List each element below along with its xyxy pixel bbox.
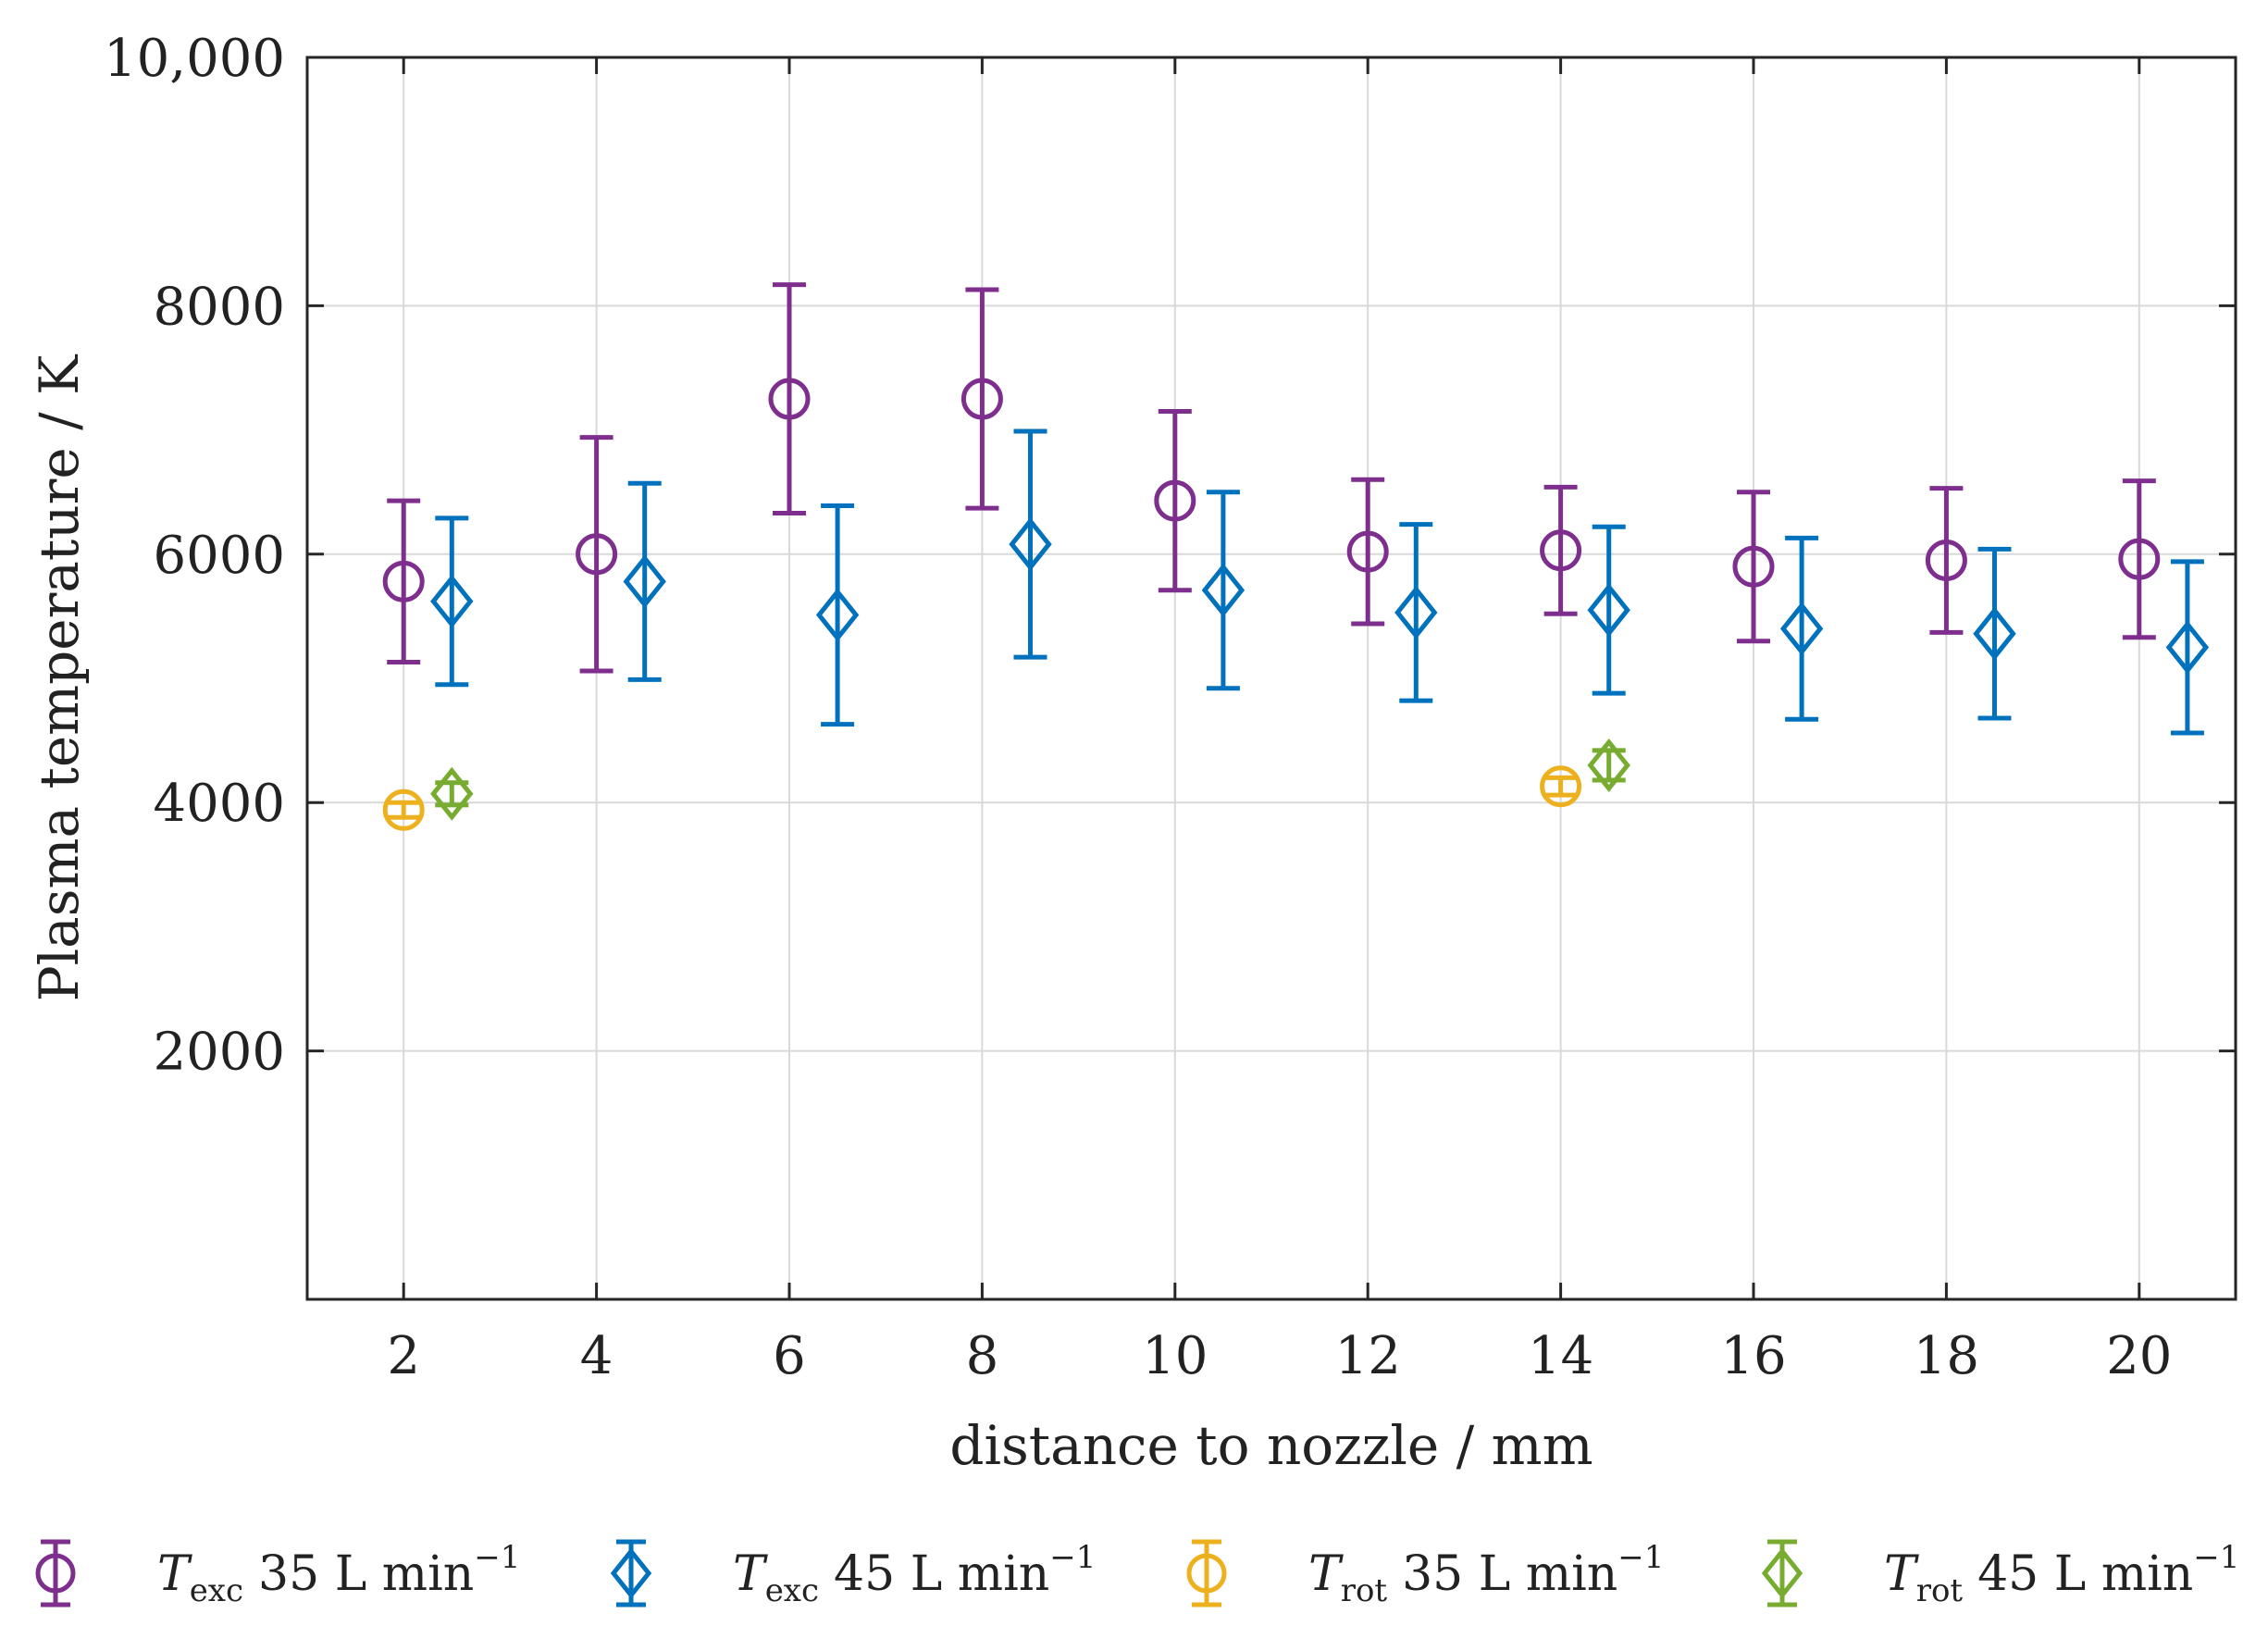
data-point bbox=[430, 766, 474, 821]
y-tick-label: 6000 bbox=[153, 526, 285, 586]
legend-label: Trot 35 L min−1 bbox=[1308, 1539, 1664, 1609]
legend-marker bbox=[610, 1547, 652, 1599]
data-point bbox=[1009, 517, 1052, 572]
legend-marker bbox=[1186, 1553, 1227, 1594]
data-point bbox=[1540, 765, 1582, 808]
data-point bbox=[1587, 738, 1630, 792]
legend-item-3: Trot 45 L min−1 bbox=[1761, 1539, 2239, 1609]
data-point bbox=[1394, 585, 1438, 639]
data-point bbox=[1587, 583, 1630, 638]
y-tick-labels: 2000 4000 6000 8000 10,000 bbox=[104, 29, 285, 1083]
legend-marker bbox=[1761, 1547, 1803, 1599]
x-tick-label: 12 bbox=[1335, 1326, 1401, 1386]
plot-area-frame bbox=[305, 56, 2237, 1301]
legend-marker bbox=[35, 1553, 76, 1594]
data-markers bbox=[382, 282, 2210, 831]
series-1 bbox=[430, 428, 2210, 736]
data-point bbox=[430, 574, 474, 628]
data-point bbox=[960, 378, 1003, 420]
y-tick-label: 8000 bbox=[153, 277, 285, 337]
data-point bbox=[382, 788, 425, 831]
legend-label: Trot 45 L min−1 bbox=[1884, 1539, 2239, 1609]
x-tick-label: 4 bbox=[580, 1326, 613, 1386]
data-point bbox=[1540, 529, 1582, 572]
data-point bbox=[768, 378, 811, 420]
series-2 bbox=[382, 765, 1582, 831]
legend-label: Texc 35 L min−1 bbox=[157, 1539, 520, 1609]
x-tick-label: 20 bbox=[2106, 1326, 2172, 1386]
x-tick-label: 18 bbox=[1914, 1326, 1979, 1386]
legend-item-2: Trot 35 L min−1 bbox=[1186, 1539, 1664, 1609]
data-point bbox=[2118, 538, 2161, 580]
data-point bbox=[1925, 540, 1967, 582]
data-point bbox=[1973, 606, 2016, 661]
series-3 bbox=[430, 738, 1630, 821]
legend-item-1: Texc 45 L min−1 bbox=[610, 1539, 1096, 1609]
series-0 bbox=[382, 282, 2161, 674]
x-tick-labels: 2 4 6 8 10 12 14 16 18 20 bbox=[387, 1326, 2172, 1386]
legend: Texc 35 L min−1 Texc 45 L min−1 Trot 35 L min… bbox=[35, 1539, 2239, 1609]
legend-item-0: Texc 35 L min−1 bbox=[35, 1539, 520, 1609]
x-tick-label: 2 bbox=[387, 1326, 420, 1386]
data-point bbox=[576, 533, 618, 576]
data-point bbox=[1779, 602, 1824, 656]
data-point bbox=[1154, 479, 1196, 522]
data-point bbox=[382, 560, 425, 602]
x-tick-label: 14 bbox=[1528, 1326, 1593, 1386]
grid bbox=[307, 56, 2236, 1299]
legend-label: Texc 45 L min−1 bbox=[733, 1539, 1096, 1609]
data-point bbox=[2165, 620, 2210, 675]
data-point bbox=[623, 554, 666, 609]
y-tick-label: 10,000 bbox=[104, 29, 285, 89]
data-point bbox=[815, 588, 860, 642]
x-tick-label: 8 bbox=[966, 1326, 999, 1386]
data-point bbox=[1732, 545, 1775, 588]
x-tick-label: 6 bbox=[773, 1326, 806, 1386]
x-axis-label: distance to nozzle / mm bbox=[949, 1414, 1593, 1477]
x-tick-label: 10 bbox=[1142, 1326, 1208, 1386]
y-tick-label: 2000 bbox=[153, 1023, 285, 1083]
y-axis-label: Plasma temperature / K bbox=[28, 354, 91, 1001]
data-point bbox=[1201, 563, 1246, 617]
x-tick-label: 16 bbox=[1720, 1326, 1786, 1386]
data-point bbox=[1346, 530, 1389, 573]
y-tick-label: 4000 bbox=[153, 774, 285, 834]
